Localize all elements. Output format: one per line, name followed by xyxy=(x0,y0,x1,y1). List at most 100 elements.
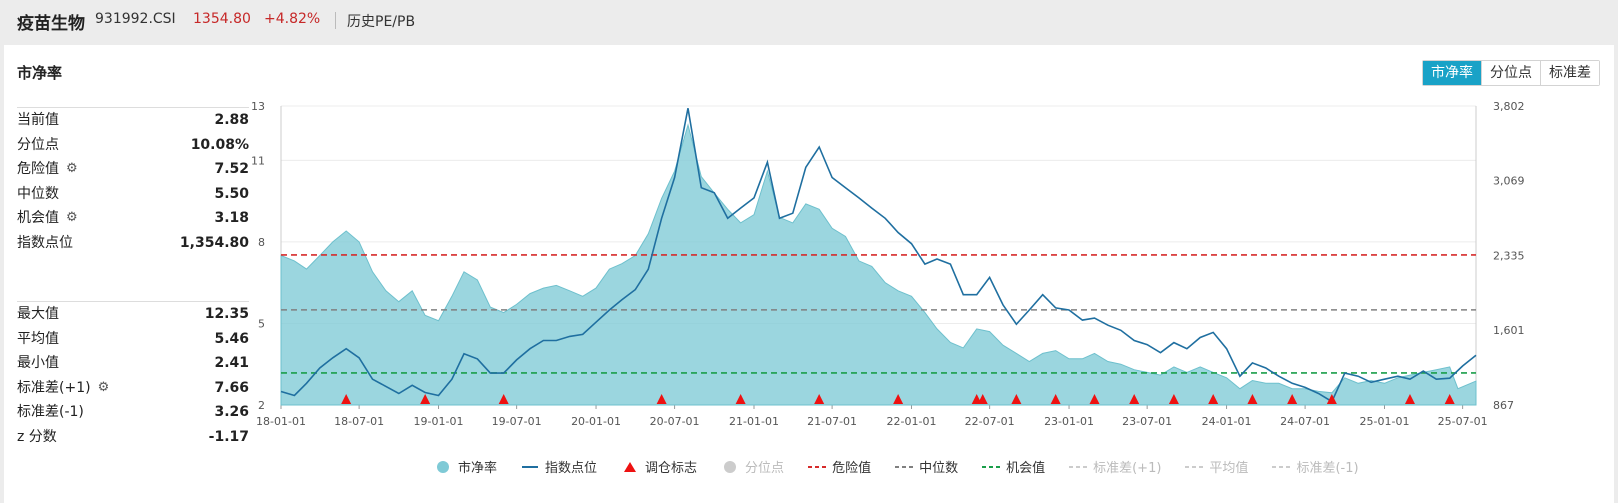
legend-item[interactable]: 标准差(-1) xyxy=(1272,457,1359,476)
stat-percentile: 分位点 10.08% xyxy=(17,133,249,158)
x-tick-label: 21-01-01 xyxy=(729,415,779,428)
legend-item[interactable]: 指数点位 xyxy=(521,457,597,476)
index-change: +4.82% xyxy=(264,11,321,27)
gear-icon[interactable]: ⚙ xyxy=(97,379,110,395)
y-right-tick-label: 3,069 xyxy=(1493,175,1525,188)
gear-icon[interactable]: ⚙ xyxy=(66,210,78,225)
legend-item[interactable]: 机会值 xyxy=(982,457,1045,476)
legend-label: 标准差(-1) xyxy=(1296,461,1359,476)
stat-label: 标准差(+1) xyxy=(17,379,91,396)
stat-value: 3.26 xyxy=(214,404,249,420)
legend-item[interactable]: 平均值 xyxy=(1185,457,1248,476)
top-bar: 疫苗生物 931992.CSI 1354.80 +4.82% 历史PE/PB xyxy=(0,0,1618,42)
x-tick-label: 22-07-01 xyxy=(965,415,1015,428)
stat-value: 5.50 xyxy=(214,185,249,202)
x-tick-label: 19-01-01 xyxy=(414,415,464,428)
stat-label: 指数点位 xyxy=(17,234,73,251)
stat-value: 10.08% xyxy=(190,136,249,153)
stat-max: 最大值 12.35 xyxy=(17,302,249,327)
stat-value: 7.52 xyxy=(214,161,249,177)
rebalance-marker xyxy=(1444,394,1455,404)
x-tick-label: 18-01-01 xyxy=(256,415,306,428)
rebalance-marker xyxy=(1326,394,1337,404)
x-tick-label: 23-01-01 xyxy=(1044,415,1094,428)
legend-item[interactable]: 市净率 xyxy=(434,457,497,476)
legend-marker xyxy=(1272,465,1291,468)
legend-item[interactable]: 标准差(+1) xyxy=(1069,457,1161,476)
gear-icon[interactable]: ⚙ xyxy=(66,161,78,176)
stat-label: 危险值 xyxy=(17,161,59,177)
legend-label: 标准差(+1) xyxy=(1093,461,1162,476)
legend-marker xyxy=(808,465,827,468)
stat-median: 中位数 5.50 xyxy=(17,182,249,207)
rebalance-marker xyxy=(498,394,509,404)
legend-item[interactable]: 调仓标志 xyxy=(621,457,697,476)
chart-legend: 市净率 指数点位 调仓标志 分位点 危险值 中位数 机会值 标准差(+1) 平均值 标准差(-1) xyxy=(434,457,1359,476)
index-price: 1354.80 xyxy=(193,11,251,27)
x-tick-label: 19-07-01 xyxy=(492,415,542,428)
x-tick-label: 23-07-01 xyxy=(1122,415,1172,428)
y-left-tick-label: 11 xyxy=(251,154,265,167)
index-name: 疫苗生物 xyxy=(17,14,85,34)
rebalance-marker xyxy=(814,394,825,404)
stats-panel-top: 当前值 2.88 分位点 10.08% 危险值 ⚙ 7.52 中位数 5.50 机会值 ⚙ 3… xyxy=(17,107,249,255)
legend-marker xyxy=(624,461,637,472)
legend-marker xyxy=(1069,465,1088,468)
stat-std-minus: 标准差(-1) 3.26 xyxy=(17,400,249,425)
stat-value: 2.88 xyxy=(214,112,249,128)
legend-marker xyxy=(1185,465,1204,468)
rebalance-marker xyxy=(1129,394,1140,404)
stat-label: 分位点 xyxy=(17,136,59,153)
y-left-tick-label: 2 xyxy=(258,399,265,412)
stat-value: 3.18 xyxy=(214,210,249,226)
legend-label: 分位点 xyxy=(745,461,785,476)
stat-danger: 危险值 ⚙ 7.52 xyxy=(17,157,249,182)
tab-history-pe-pb[interactable]: 历史PE/PB xyxy=(347,14,416,30)
rebalance-marker xyxy=(341,394,352,404)
legend-label: 调仓标志 xyxy=(645,461,698,476)
legend-marker xyxy=(982,465,1001,468)
rebalance-marker xyxy=(977,394,988,404)
rebalance-marker xyxy=(1404,394,1415,404)
rebalance-marker xyxy=(1287,394,1298,404)
x-tick-label: 25-07-01 xyxy=(1438,415,1488,428)
legend-marker xyxy=(895,465,914,468)
legend-label: 市净率 xyxy=(458,461,498,476)
index-line-series xyxy=(280,108,1477,403)
y-left-tick-label: 8 xyxy=(258,236,265,249)
std-dev-button[interactable]: 标准差 xyxy=(1540,61,1599,85)
x-tick-label: 24-01-01 xyxy=(1202,415,1252,428)
x-tick-label: 21-07-01 xyxy=(807,415,857,428)
stat-current: 当前值 2.88 xyxy=(17,108,249,133)
rebalance-marker xyxy=(420,394,431,404)
legend-label: 危险值 xyxy=(832,461,872,476)
stat-label: 最小值 xyxy=(17,355,59,371)
stat-value: 1,354.80 xyxy=(179,234,249,251)
y-left-tick-label: 13 xyxy=(251,100,265,113)
stat-opportunity: 机会值 ⚙ 3.18 xyxy=(17,206,249,231)
pb-chart[interactable]: 2 5 8 11 13 867 1,601 2,335 3,069 3,802 18-01-01 18… xyxy=(4,45,1614,503)
index-code: 931992.CSI xyxy=(95,11,176,27)
stat-z-score: z 分数 -1.17 xyxy=(17,425,249,450)
rebalance-marker xyxy=(1050,394,1061,404)
x-tick-label: 22-01-01 xyxy=(887,415,937,428)
legend-label: 中位数 xyxy=(919,461,959,476)
rebalance-marker xyxy=(1168,394,1179,404)
y-left-tick-label: 5 xyxy=(258,317,265,330)
legend-label: 机会值 xyxy=(1006,461,1046,476)
legend-item[interactable]: 危险值 xyxy=(808,457,871,476)
legend-label: 指数点位 xyxy=(545,461,598,476)
rebalance-marker xyxy=(735,394,746,404)
legend-item[interactable]: 分位点 xyxy=(721,457,784,476)
stat-value: 5.46 xyxy=(214,330,249,347)
pb-button[interactable]: 市净率 xyxy=(1423,61,1481,85)
legend-item[interactable]: 中位数 xyxy=(895,457,958,476)
rebalance-marker xyxy=(1247,394,1258,404)
stat-label: 机会值 xyxy=(17,210,59,226)
percentile-button[interactable]: 分位点 xyxy=(1481,61,1540,85)
stat-label: 平均值 xyxy=(17,330,59,347)
stat-label: z 分数 xyxy=(17,428,57,445)
rebalance-marker xyxy=(1089,394,1100,404)
x-tick-label: 24-07-01 xyxy=(1280,415,1330,428)
stat-label: 最大值 xyxy=(17,306,59,322)
